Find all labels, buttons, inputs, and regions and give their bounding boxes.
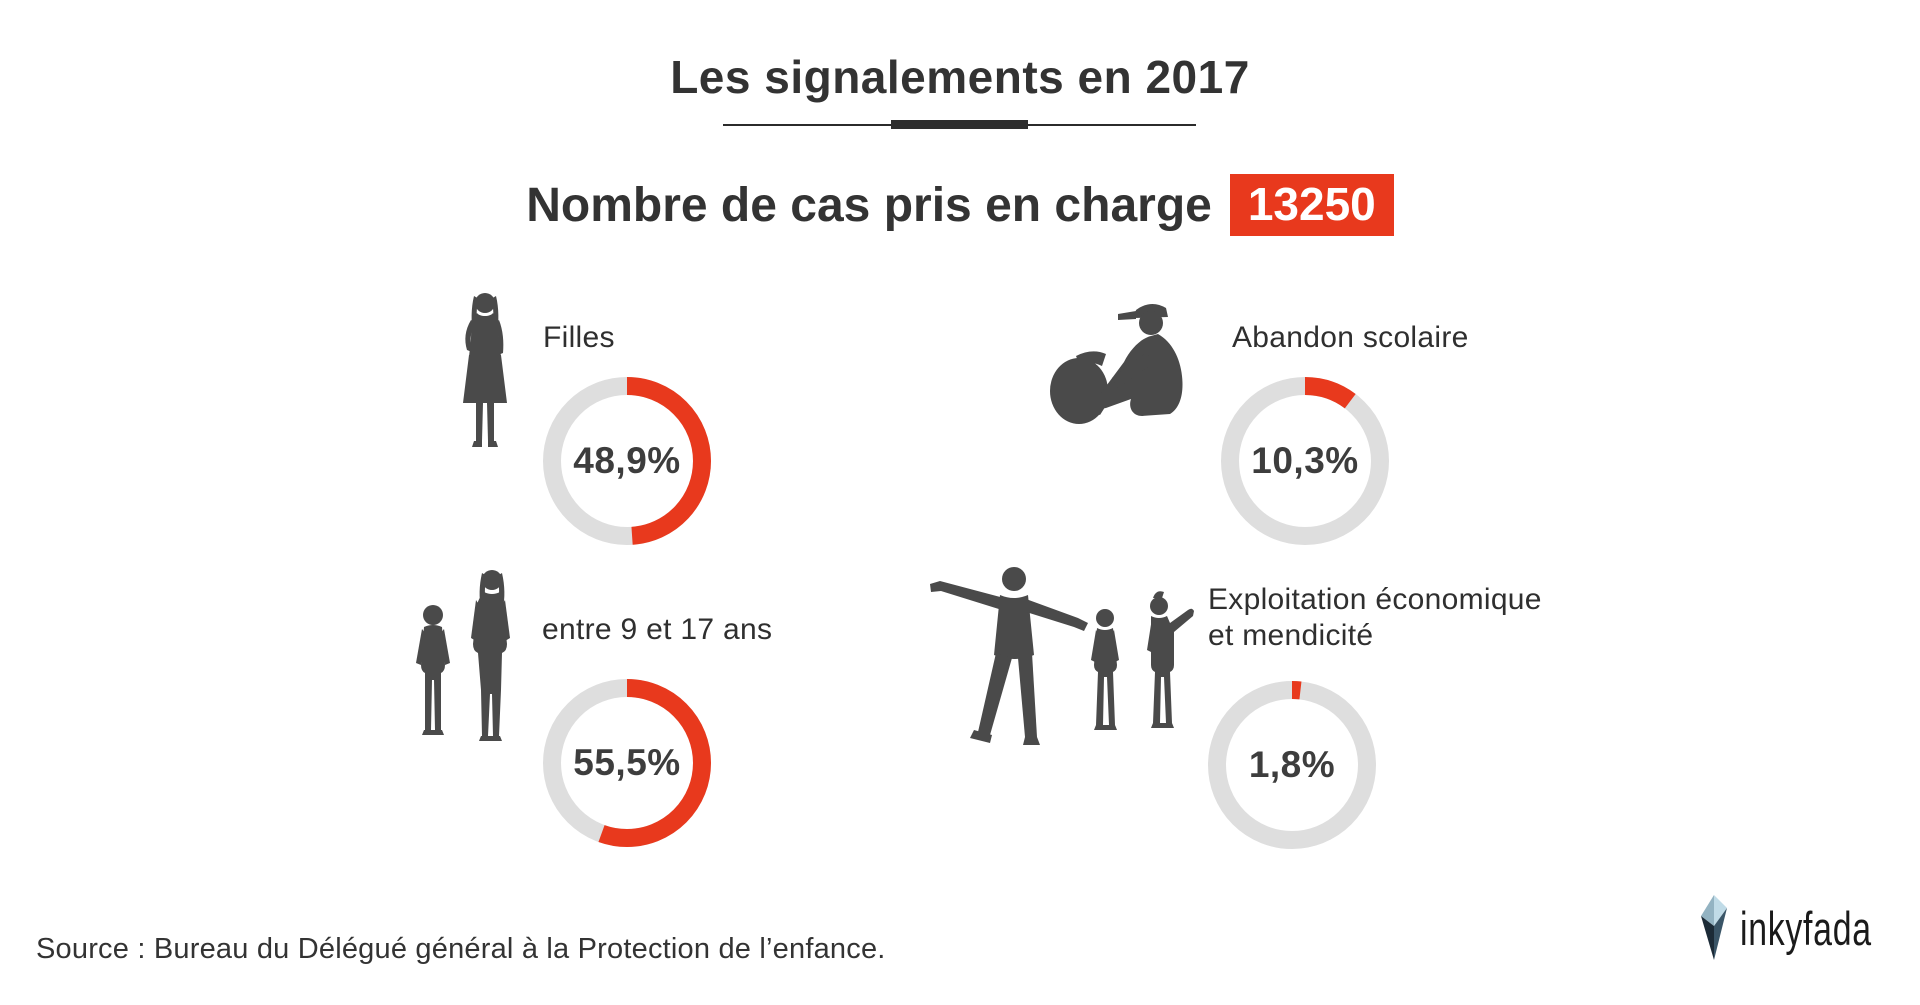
donut-exploitation: 1,8% [1208,681,1376,849]
donut-filles-value: 48,9% [573,440,681,481]
girl-silhouette [463,293,507,447]
total-row: Nombre de cas pris en charge 13250 [0,172,1920,238]
donut-filles-ring [543,377,711,545]
donut-exploitation-value: 1,8% [1248,744,1336,785]
sitting-schoolboy-silhouette [1050,303,1183,424]
title-underline-thick [891,120,1028,129]
source-note: Source : Bureau du Délégué général à la … [36,933,886,965]
inkyfada-logo: inkyfada [1698,893,1920,963]
donut-abandon-value: 10,3% [1251,440,1359,481]
donut-age-ring [543,679,711,847]
donut-age: 55,5% [543,679,711,847]
adult-pointing-at-children-silhouette [930,567,1194,745]
two-children-silhouette [416,570,510,741]
donut-filles: 48,9% [543,377,711,545]
inkyfada-logo-text: inkyfada [1740,901,1872,955]
donut-exploitation-ring [1208,681,1376,849]
donut-age-value: 55,5% [573,742,681,783]
page-title: Les signalements en 2017 [670,51,1250,103]
donut-abandon: 10,3% [1221,377,1389,545]
stat-label-abandon: Abandon scolaire [1232,321,1469,354]
stat-label-exploitation: Exploitation économique et mendicité [1208,583,1542,652]
stat-label-filles: Filles [543,321,615,354]
stat-label-age: entre 9 et 17 ans [542,613,773,646]
inkyfada-logo-icon [1701,895,1727,960]
total-badge: 13250 [1229,173,1394,237]
title-underline [723,117,1196,131]
total-label: Nombre de cas pris en charge [526,178,1212,232]
donut-abandon-ring [1221,377,1389,545]
